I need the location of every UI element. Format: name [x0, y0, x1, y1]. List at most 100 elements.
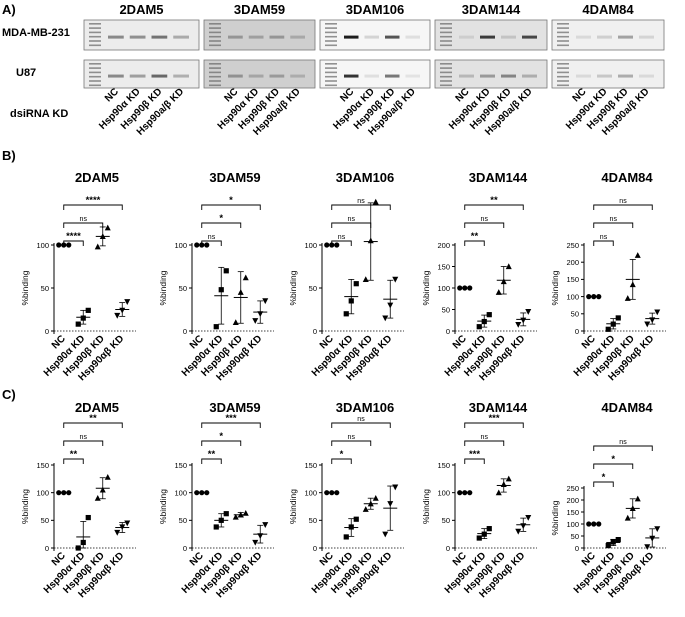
- ladder-band: [209, 63, 221, 65]
- y-tick-label: 0: [446, 327, 450, 336]
- antibody-label: 2DAM5: [119, 2, 163, 17]
- data-point: [75, 321, 81, 327]
- data-point: [486, 526, 492, 532]
- data-point: [94, 243, 101, 250]
- protein-band: [228, 74, 243, 78]
- y-tick-label: 0: [313, 544, 317, 553]
- ladder-band: [209, 40, 221, 42]
- ladder-band: [89, 40, 101, 42]
- data-point: [114, 312, 121, 319]
- ladder-band: [209, 67, 221, 69]
- protein-band: [385, 35, 400, 39]
- significance-label: **: [89, 413, 97, 424]
- ladder-band: [440, 67, 452, 69]
- y-tick-label: 0: [446, 544, 450, 553]
- ladder-band: [440, 23, 452, 25]
- ladder-band: [325, 44, 337, 47]
- significance-bracket: [331, 240, 352, 246]
- chart-title: 3DAM106: [336, 170, 395, 185]
- data-point: [615, 315, 621, 321]
- protein-band: [639, 35, 654, 39]
- data-point: [124, 299, 131, 305]
- y-tick-label: 50: [571, 532, 579, 541]
- protein-band: [173, 35, 189, 39]
- ladder-band: [440, 71, 452, 74]
- y-tick-label: 100: [304, 488, 317, 497]
- y-tick-label: 50: [442, 516, 450, 525]
- blot-strip: [551, 59, 665, 89]
- data-point: [382, 315, 389, 322]
- data-point: [605, 543, 611, 549]
- ladder-band: [557, 35, 569, 38]
- data-point: [252, 318, 259, 324]
- y-axis-label: %binding: [550, 500, 560, 535]
- protein-band: [248, 74, 264, 78]
- significance-bracket: [464, 240, 485, 246]
- y-tick-label: 50: [442, 305, 450, 314]
- y-axis-label: %binding: [288, 489, 298, 524]
- data-point: [495, 289, 502, 295]
- antibody-label: 3DAM106: [346, 2, 405, 17]
- ladder-band: [557, 31, 569, 34]
- significance-label: *: [340, 449, 344, 460]
- significance-bracket: [593, 240, 614, 246]
- data-point: [525, 309, 532, 315]
- ladder-band: [440, 63, 452, 65]
- significance-bracket: [201, 458, 222, 464]
- y-axis-label: %binding: [421, 270, 431, 305]
- significance-bracket: [63, 204, 123, 210]
- ladder-band: [325, 23, 337, 25]
- protein-band: [151, 74, 168, 78]
- significance-bracket: [63, 440, 104, 446]
- data-point: [624, 514, 631, 521]
- data-point: [476, 324, 482, 330]
- protein-band: [522, 74, 537, 78]
- blot-strip: [434, 59, 548, 89]
- y-tick-label: 0: [45, 327, 49, 336]
- ladder-band: [440, 44, 452, 47]
- panel-label-c: C): [2, 387, 16, 402]
- y-tick-label: 100: [566, 520, 579, 529]
- significance-bracket: [201, 204, 261, 210]
- ladder-band: [325, 67, 337, 69]
- blot-strip: [203, 59, 316, 89]
- significance-bracket: [464, 204, 524, 210]
- protein-band: [269, 74, 285, 78]
- protein-band: [108, 74, 124, 78]
- data-point: [262, 298, 269, 305]
- significance-bracket: [201, 222, 242, 228]
- y-tick-label: 50: [41, 516, 49, 525]
- protein-band: [522, 35, 537, 39]
- y-tick-label: 100: [174, 241, 187, 250]
- significance-label: ns: [600, 234, 608, 241]
- ladder-band: [89, 27, 101, 29]
- protein-band: [129, 35, 146, 39]
- data-point: [94, 495, 101, 501]
- ladder-band: [325, 31, 337, 34]
- significance-label: **: [471, 231, 479, 242]
- data-point: [104, 473, 111, 480]
- significance-label: ns: [357, 416, 365, 423]
- protein-band: [269, 35, 285, 39]
- ladder-band: [557, 80, 569, 82]
- significance-bracket: [331, 222, 372, 228]
- protein-band: [405, 74, 420, 78]
- chart-title: 4DAM84: [601, 400, 653, 415]
- chart-title: 3DAM59: [209, 400, 260, 415]
- blot-strip: [83, 19, 200, 51]
- y-tick-label: 0: [575, 327, 579, 336]
- data-point: [85, 307, 91, 313]
- ladder-band: [440, 84, 452, 87]
- y-tick-label: 0: [183, 327, 187, 336]
- y-tick-label: 50: [309, 516, 317, 525]
- data-point: [624, 295, 631, 301]
- significance-label: ns: [619, 198, 627, 205]
- significance-bracket: [201, 422, 261, 428]
- ladder-band: [440, 35, 452, 38]
- data-point: [223, 268, 229, 274]
- y-tick-label: 200: [566, 496, 579, 505]
- y-tick-label: 0: [575, 544, 579, 553]
